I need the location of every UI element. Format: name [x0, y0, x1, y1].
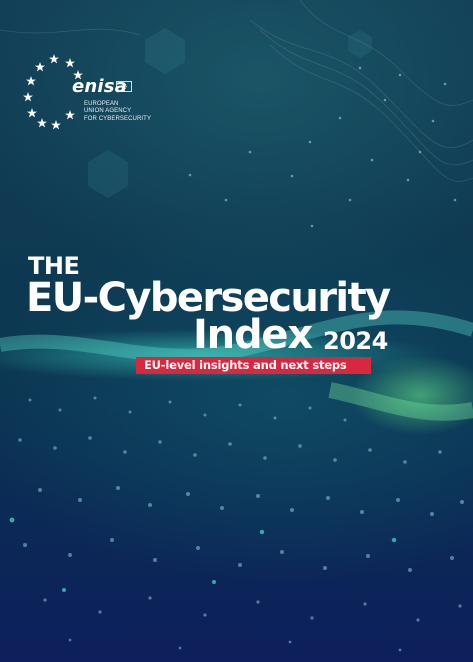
enisa-subtitle-line: UNION AGENCY: [84, 108, 132, 115]
report-year: 2024: [323, 327, 388, 355]
enisa-wordmark: enisa: [72, 76, 128, 97]
title-prefix: THE: [28, 252, 80, 280]
enisa-logo: enisa EUROPEAN UNION AGENCY FOR CYBERSEC…: [22, 52, 151, 132]
report-title-second-line: Index: [193, 312, 313, 358]
enisa-subtitle: EUROPEAN UNION AGENCY FOR CYBERSECURITY: [84, 101, 151, 123]
report-title: EU-Cybersecurity: [26, 275, 391, 321]
eu-flag-icon: [116, 81, 132, 92]
subtitle-banner: EU-level insights and next steps: [136, 357, 371, 374]
eu-stars-icon: [23, 54, 83, 130]
enisa-subtitle-line: EUROPEAN: [84, 101, 119, 107]
enisa-subtitle-line: FOR CYBERSECURITY: [84, 115, 152, 122]
